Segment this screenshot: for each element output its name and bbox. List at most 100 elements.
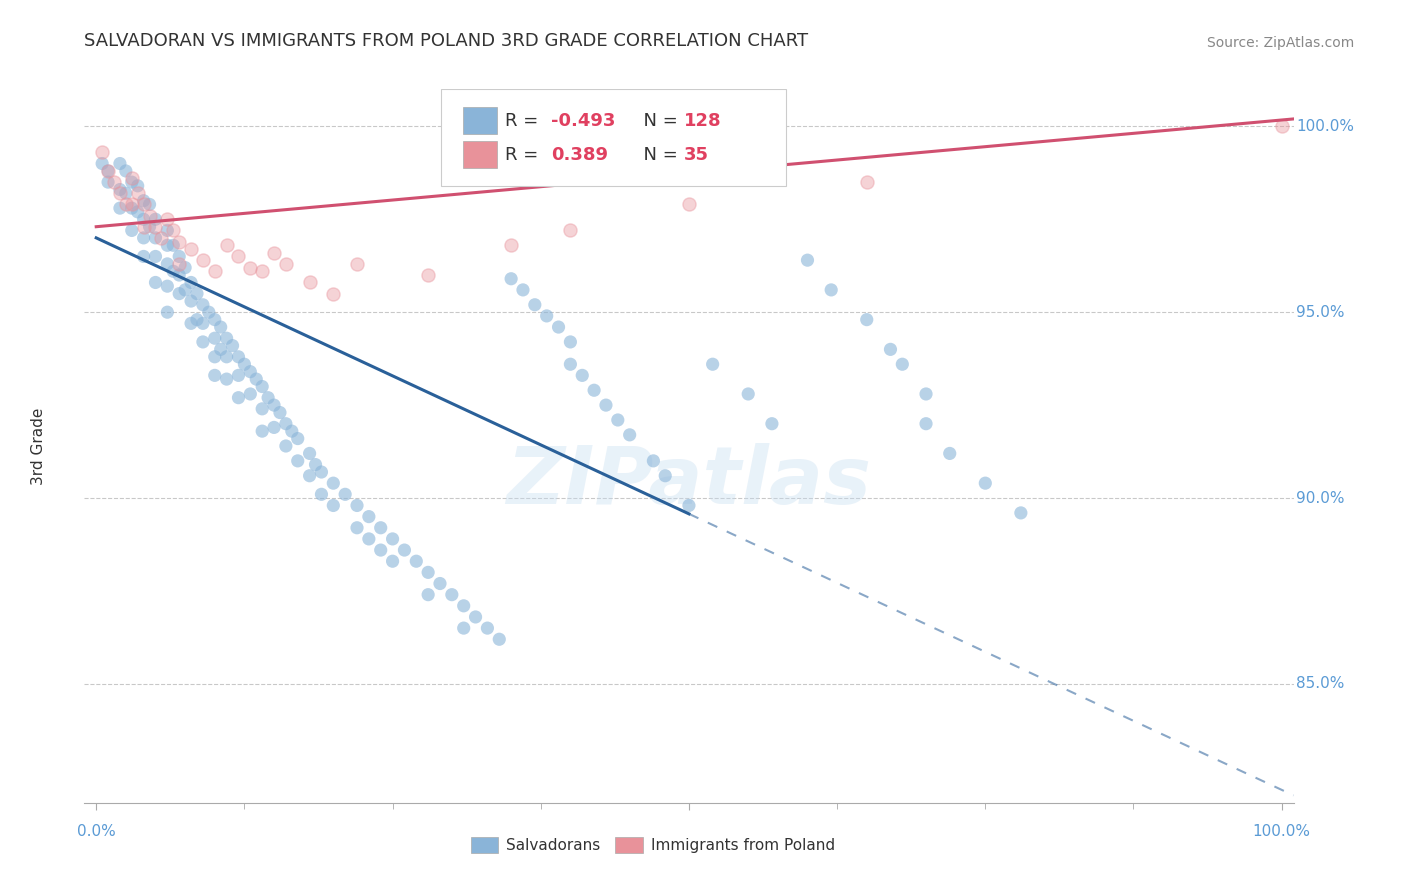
- Point: [167, 268, 190, 282]
- Point: [121, 197, 143, 211]
- Point: [121, 223, 143, 237]
- Point: [156, 238, 179, 252]
- Point: [250, 424, 273, 438]
- Text: -0.493: -0.493: [551, 112, 616, 129]
- Point: [761, 417, 783, 431]
- Point: [191, 334, 214, 349]
- FancyBboxPatch shape: [463, 107, 496, 134]
- Point: [108, 156, 131, 170]
- Text: N =: N =: [633, 146, 683, 164]
- Point: [180, 276, 202, 290]
- Point: [346, 521, 368, 535]
- Point: [145, 276, 167, 290]
- Legend: Salvadorans, Immigrants from Poland: Salvadorans, Immigrants from Poland: [464, 831, 841, 859]
- Point: [536, 309, 558, 323]
- Point: [132, 197, 155, 211]
- Point: [583, 383, 606, 397]
- Point: [162, 238, 184, 252]
- Point: [619, 427, 641, 442]
- Point: [654, 468, 676, 483]
- Point: [263, 420, 285, 434]
- Point: [274, 439, 297, 453]
- Point: [346, 499, 368, 513]
- Point: [115, 186, 138, 201]
- Point: [121, 175, 143, 189]
- Text: 95.0%: 95.0%: [1296, 305, 1344, 319]
- Point: [167, 257, 190, 271]
- Point: [394, 543, 416, 558]
- Point: [453, 621, 475, 635]
- Point: [263, 398, 285, 412]
- Point: [156, 305, 179, 319]
- Text: 3rd Grade: 3rd Grade: [31, 408, 46, 484]
- Point: [287, 432, 309, 446]
- Point: [322, 476, 344, 491]
- Point: [370, 543, 392, 558]
- Point: [796, 253, 818, 268]
- Text: N =: N =: [633, 112, 683, 129]
- Point: [156, 279, 179, 293]
- Point: [274, 257, 297, 271]
- Text: 85.0%: 85.0%: [1296, 676, 1344, 691]
- Point: [357, 509, 380, 524]
- Point: [132, 231, 155, 245]
- Point: [204, 331, 226, 345]
- Point: [233, 357, 256, 371]
- Point: [322, 499, 344, 513]
- Text: 90.0%: 90.0%: [1296, 491, 1344, 506]
- Text: ZIPatlas: ZIPatlas: [506, 442, 872, 521]
- Point: [156, 257, 179, 271]
- Text: R =: R =: [505, 112, 544, 129]
- Point: [501, 238, 523, 252]
- Point: [167, 286, 190, 301]
- Point: [381, 554, 404, 568]
- Point: [127, 204, 149, 219]
- Point: [162, 264, 184, 278]
- Point: [145, 219, 167, 234]
- Point: [167, 249, 190, 263]
- Point: [145, 231, 167, 245]
- Point: [357, 532, 380, 546]
- Point: [418, 566, 440, 580]
- Point: [174, 283, 197, 297]
- Text: 35: 35: [685, 146, 709, 164]
- Point: [132, 212, 155, 227]
- Point: [180, 242, 202, 256]
- Text: 100.0%: 100.0%: [1253, 824, 1310, 839]
- Point: [915, 387, 938, 401]
- Point: [156, 223, 179, 237]
- Point: [274, 417, 297, 431]
- Point: [97, 164, 120, 178]
- Point: [287, 454, 309, 468]
- Point: [174, 260, 197, 275]
- Point: [198, 305, 221, 319]
- Point: [1010, 506, 1032, 520]
- Point: [239, 365, 262, 379]
- Point: [737, 387, 759, 401]
- Point: [108, 186, 131, 201]
- Point: [346, 257, 368, 271]
- Point: [820, 283, 842, 297]
- Point: [250, 401, 273, 416]
- Point: [477, 621, 499, 635]
- Point: [560, 334, 582, 349]
- Point: [180, 293, 202, 308]
- Point: [228, 391, 250, 405]
- Point: [333, 487, 356, 501]
- Point: [606, 413, 628, 427]
- Point: [145, 212, 167, 227]
- Point: [855, 312, 877, 326]
- Text: 100.0%: 100.0%: [1296, 119, 1354, 134]
- Point: [488, 632, 510, 647]
- Point: [1271, 120, 1294, 134]
- Point: [228, 350, 250, 364]
- Point: [547, 320, 569, 334]
- Point: [191, 298, 214, 312]
- Point: [560, 223, 582, 237]
- Point: [702, 357, 724, 371]
- Point: [855, 175, 877, 189]
- Point: [132, 194, 155, 208]
- Point: [239, 260, 262, 275]
- Point: [250, 379, 273, 393]
- Text: 128: 128: [685, 112, 721, 129]
